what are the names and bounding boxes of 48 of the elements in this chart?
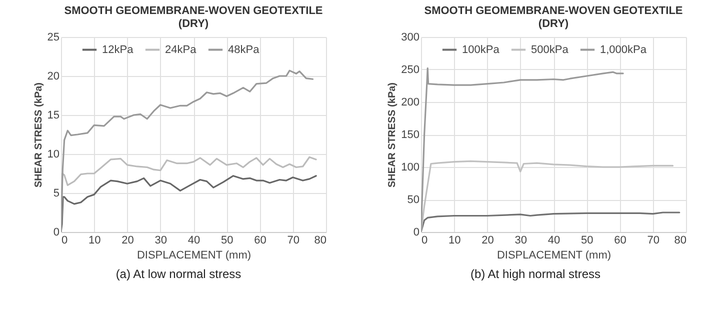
x-tick-label: 80 [674,234,686,246]
y-tick-label: 15 [46,110,59,122]
legend-label: 24kPa [164,44,197,56]
x-tick-label: 80 [314,234,326,246]
x-tick-label: 40 [187,234,200,246]
y-axis-title: SHEAR STRESS (kPa) [386,82,398,188]
y-tick-label: 20 [46,70,59,82]
y-tick-label: 10 [46,148,59,160]
y-tick-label: 250 [400,64,419,76]
legend-label: 100kPa [462,44,500,56]
y-tick-label: 25 [46,32,59,44]
line-series [420,212,680,232]
x-tick-label: 70 [286,234,299,246]
line-series [420,67,624,232]
y-tick-label: 0 [412,226,419,238]
y-tick-label: 100 [400,162,419,174]
x-tick-label: 20 [481,234,494,246]
x-tick-label: 10 [448,234,460,246]
x-tick-label: 30 [514,234,526,246]
line-series [60,70,314,232]
x-axis-title: DISPLACEMENT (mm) [136,250,251,262]
chart-title: SMOOTH GEOMEMBRANE-WOVEN GEOTEXTILE (DRY) [424,5,682,30]
x-tick-label: 50 [580,234,593,246]
chart-title: SMOOTH GEOMEMBRANE-WOVEN GEOTEXTILE (DRY) [64,5,322,30]
y-tick-label: 200 [400,96,419,108]
y-tick-label: 150 [400,129,419,141]
legend-label: 48kPa [228,44,260,56]
y-tick-label: 0 [52,226,59,238]
y-tick-label: 50 [406,194,419,206]
legend-label: 500kPa [530,44,569,56]
legend-label: 12kPa [102,44,134,56]
x-tick-label: 20 [121,234,134,246]
x-tick-label: 60 [614,234,626,246]
y-tick-label: 300 [400,32,419,44]
x-tick-label: 30 [154,234,166,246]
x-axis-title: DISPLACEMENT (mm) [496,250,611,262]
y-axis-title: SHEAR STRESS (kPa) [32,82,44,188]
x-tick-label: 0 [421,234,428,246]
x-tick-label: 50 [220,234,233,246]
y-tick-label: 5 [52,188,59,200]
legend-label: 1,000kPa [600,44,647,56]
text: (a) At low normal stress [116,267,242,281]
text: (b) At high normal stress [470,267,601,281]
x-tick-label: 40 [547,234,560,246]
x-tick-label: 0 [61,234,68,246]
x-tick-label: 60 [254,234,266,246]
x-tick-label: 10 [88,234,100,246]
x-tick-label: 70 [646,234,659,246]
